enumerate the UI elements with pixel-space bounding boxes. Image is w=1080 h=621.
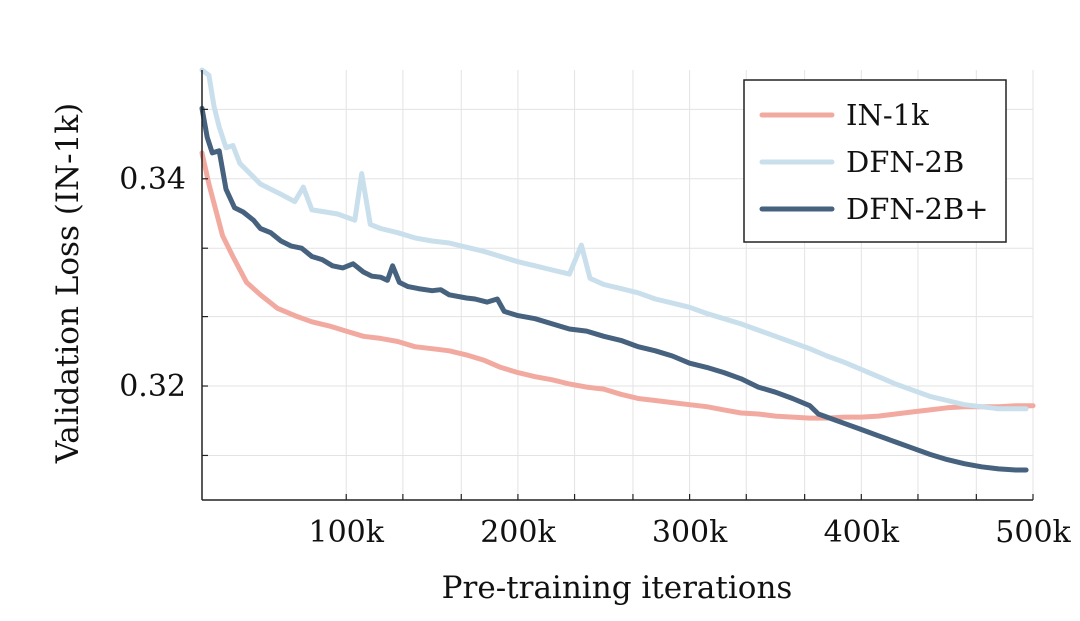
x-tick-label-200k: 200k: [480, 515, 556, 550]
legend-label-in-1k: IN-1k: [846, 98, 929, 132]
series-line-dfn-2b-: [199, 105, 1029, 473]
y-tick-label-0.34: 0.34: [119, 162, 186, 197]
x-tick-label-100k: 100k: [308, 515, 384, 550]
series-line-in-1k: [199, 150, 1036, 421]
legend-label-dfn-2b-: DFN-2B+: [846, 192, 989, 226]
y-tick-label-0.32: 0.32: [119, 369, 186, 404]
x-tick-label-400k: 400k: [824, 515, 900, 550]
x-tick-label-300k: 300k: [652, 515, 728, 550]
x-axis-title: Pre-training iterations: [442, 570, 793, 606]
legend-box: [743, 79, 1007, 243]
legend: IN-1k DFN-2B DFN-2B+: [743, 79, 1007, 243]
series-line-dfn-2b: [199, 67, 1029, 412]
y-axis-title: Validation Loss (IN-1k): [50, 103, 86, 465]
series-lines: [199, 67, 1036, 473]
legend-label-dfn-2b: DFN-2B: [846, 145, 964, 179]
axes: [201, 70, 1033, 501]
ticks: 100k 200k 300k 400k 500k 0.32 0.34: [119, 108, 1072, 550]
x-tick-label-500k: 500k: [995, 515, 1071, 550]
